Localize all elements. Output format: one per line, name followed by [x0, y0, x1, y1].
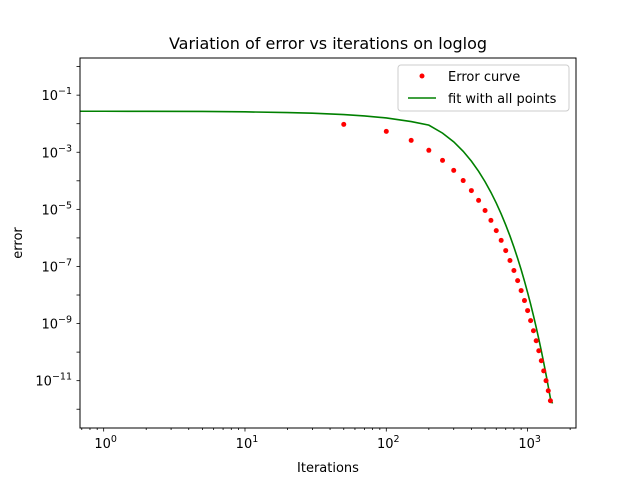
error-point	[488, 217, 494, 223]
error-point	[515, 278, 521, 284]
error-point	[545, 388, 551, 394]
x-tick-label: 103	[518, 434, 541, 452]
y-axis: 10−11 10−9 10−7 10−5 10−3 10−1	[35, 66, 80, 410]
plot-background	[80, 58, 576, 428]
y-tick-label: 10−1	[41, 86, 72, 104]
legend-label-fit: fit with all points	[448, 92, 557, 107]
error-point	[408, 137, 414, 143]
chart-title: Variation of error vs iterations on logl…	[169, 34, 487, 53]
error-point	[451, 167, 457, 173]
error-point	[538, 358, 544, 364]
legend: Error curve fit with all points	[397, 64, 570, 112]
error-point	[493, 228, 499, 234]
y-tick-label: 10−7	[41, 257, 72, 275]
error-point	[498, 237, 504, 243]
x-tick-label: 100	[94, 434, 117, 452]
error-point	[528, 318, 534, 324]
legend-marker-error-curve	[419, 73, 425, 79]
y-tick-label: 10−11	[35, 372, 72, 390]
error-point	[511, 268, 517, 274]
error-point	[460, 178, 466, 184]
plot-area	[79, 57, 577, 429]
error-point	[525, 308, 531, 314]
y-tick-label: 10−9	[41, 315, 72, 333]
error-point	[536, 348, 542, 354]
plot-frame	[79, 57, 577, 429]
marker-layer	[341, 121, 553, 404]
legend-box	[397, 64, 570, 112]
error-point	[468, 188, 474, 194]
fit-series-line	[80, 110, 554, 404]
y-axis-label: error	[11, 227, 26, 259]
x-axis-label: Iterations	[297, 461, 359, 476]
x-tick-label: 102	[377, 434, 400, 452]
error-point	[426, 147, 432, 153]
legend-label-error-curve: Error curve	[448, 70, 520, 85]
error-point	[518, 288, 524, 294]
error-point	[541, 368, 547, 374]
error-point	[543, 378, 549, 384]
error-point	[521, 298, 527, 304]
error-point	[503, 248, 509, 254]
error-point	[547, 398, 553, 404]
error-point	[507, 257, 513, 263]
y-tick-label: 10−3	[41, 143, 72, 161]
error-point	[440, 157, 446, 163]
error-point	[383, 128, 389, 134]
error-point	[482, 208, 488, 214]
x-tick-label: 101	[236, 434, 259, 452]
fit-line-layer	[80, 110, 554, 404]
y-tick-label: 10−5	[41, 200, 72, 218]
error-point	[476, 197, 482, 203]
error-point	[533, 338, 539, 344]
error-point	[341, 121, 347, 127]
error-point	[530, 328, 536, 334]
x-axis: 100 101 102 103	[81, 428, 571, 452]
